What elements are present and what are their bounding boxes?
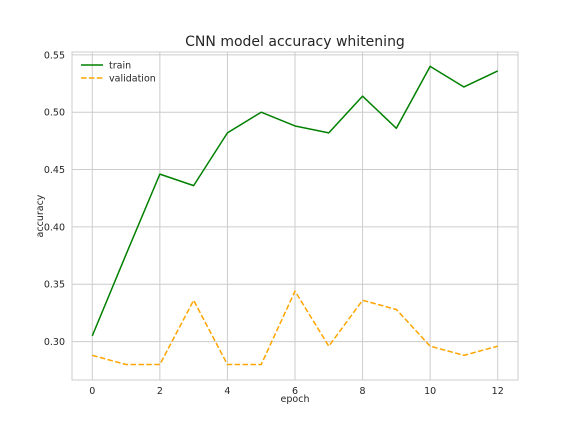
- y-tick-label: 0.45: [44, 165, 65, 176]
- x-tick-label: 8: [360, 386, 366, 397]
- y-axis-label: accuracy: [35, 194, 46, 237]
- legend-train-label: train: [109, 61, 131, 72]
- x-tick-label: 12: [492, 386, 504, 397]
- x-tick-label: 0: [89, 386, 95, 397]
- grid: [72, 52, 518, 380]
- chart-title: CNN model accuracy whitening: [185, 34, 405, 50]
- x-axis-label: epoch: [281, 394, 310, 405]
- y-tick-label: 0.50: [44, 108, 65, 119]
- x-tick-label: 6: [292, 386, 298, 397]
- plot-frame: [71, 51, 519, 381]
- legend-validation-label: validation: [109, 74, 156, 85]
- y-tick-label: 0.30: [44, 337, 65, 348]
- series-line-train: [91, 65, 499, 337]
- x-tick-label: 2: [157, 386, 163, 397]
- series-lines: [91, 65, 499, 366]
- legend: train validation: [81, 61, 156, 85]
- y-tick-label: 0.55: [44, 50, 65, 61]
- series-line-validation: [92, 290, 498, 366]
- x-tick-label: 10: [424, 386, 436, 397]
- tick-labels: 0 2 4 6 8 10 12 0.30 0.35 0.40 0.45 0.50 0.55: [44, 50, 504, 397]
- y-tick-label: 0.40: [44, 222, 65, 233]
- y-tick-label: 0.35: [44, 280, 65, 291]
- x-tick-label: 4: [224, 386, 230, 397]
